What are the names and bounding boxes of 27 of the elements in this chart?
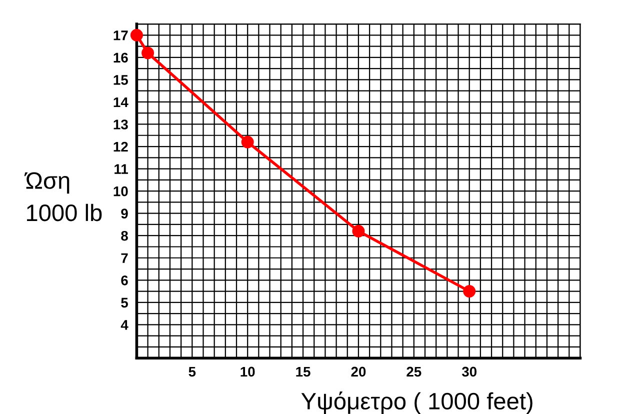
y-tick-label: 6 <box>121 275 128 286</box>
y-tick-label: 4 <box>120 320 128 330</box>
y-axis-title: Ώση 1000 lb <box>24 172 102 222</box>
y-tick-label: 16 <box>114 52 128 63</box>
x-tick-label: 20 <box>351 366 366 377</box>
y-tick-label: 7 <box>121 253 128 263</box>
y-tick-label: 10 <box>114 186 128 196</box>
y-tick-label: 9 <box>121 208 128 219</box>
x-tick-label: 30 <box>462 366 477 377</box>
point <box>241 136 254 148</box>
y-tick-label: 14 <box>114 97 128 107</box>
y-tick-label: 5 <box>121 298 128 308</box>
point <box>142 46 154 60</box>
y-tick-label: 12 <box>114 142 128 152</box>
x-tick-label: 5 <box>188 366 196 377</box>
x-tick-label: 15 <box>296 366 310 377</box>
point <box>130 28 143 42</box>
x-axis-title: Υψόμετρο ( 1000 feet) <box>301 392 532 414</box>
y-tick-label: 13 <box>114 120 128 130</box>
y-tick-label: 11 <box>114 164 128 174</box>
point <box>352 224 365 238</box>
x-tick-label: 25 <box>406 366 422 377</box>
point <box>463 285 476 298</box>
y-tick-label: 8 <box>121 230 128 241</box>
x-tick-label: 10 <box>240 366 255 377</box>
y-tick-label: 17 <box>114 30 128 40</box>
y-tick-label: 15 <box>114 75 128 85</box>
